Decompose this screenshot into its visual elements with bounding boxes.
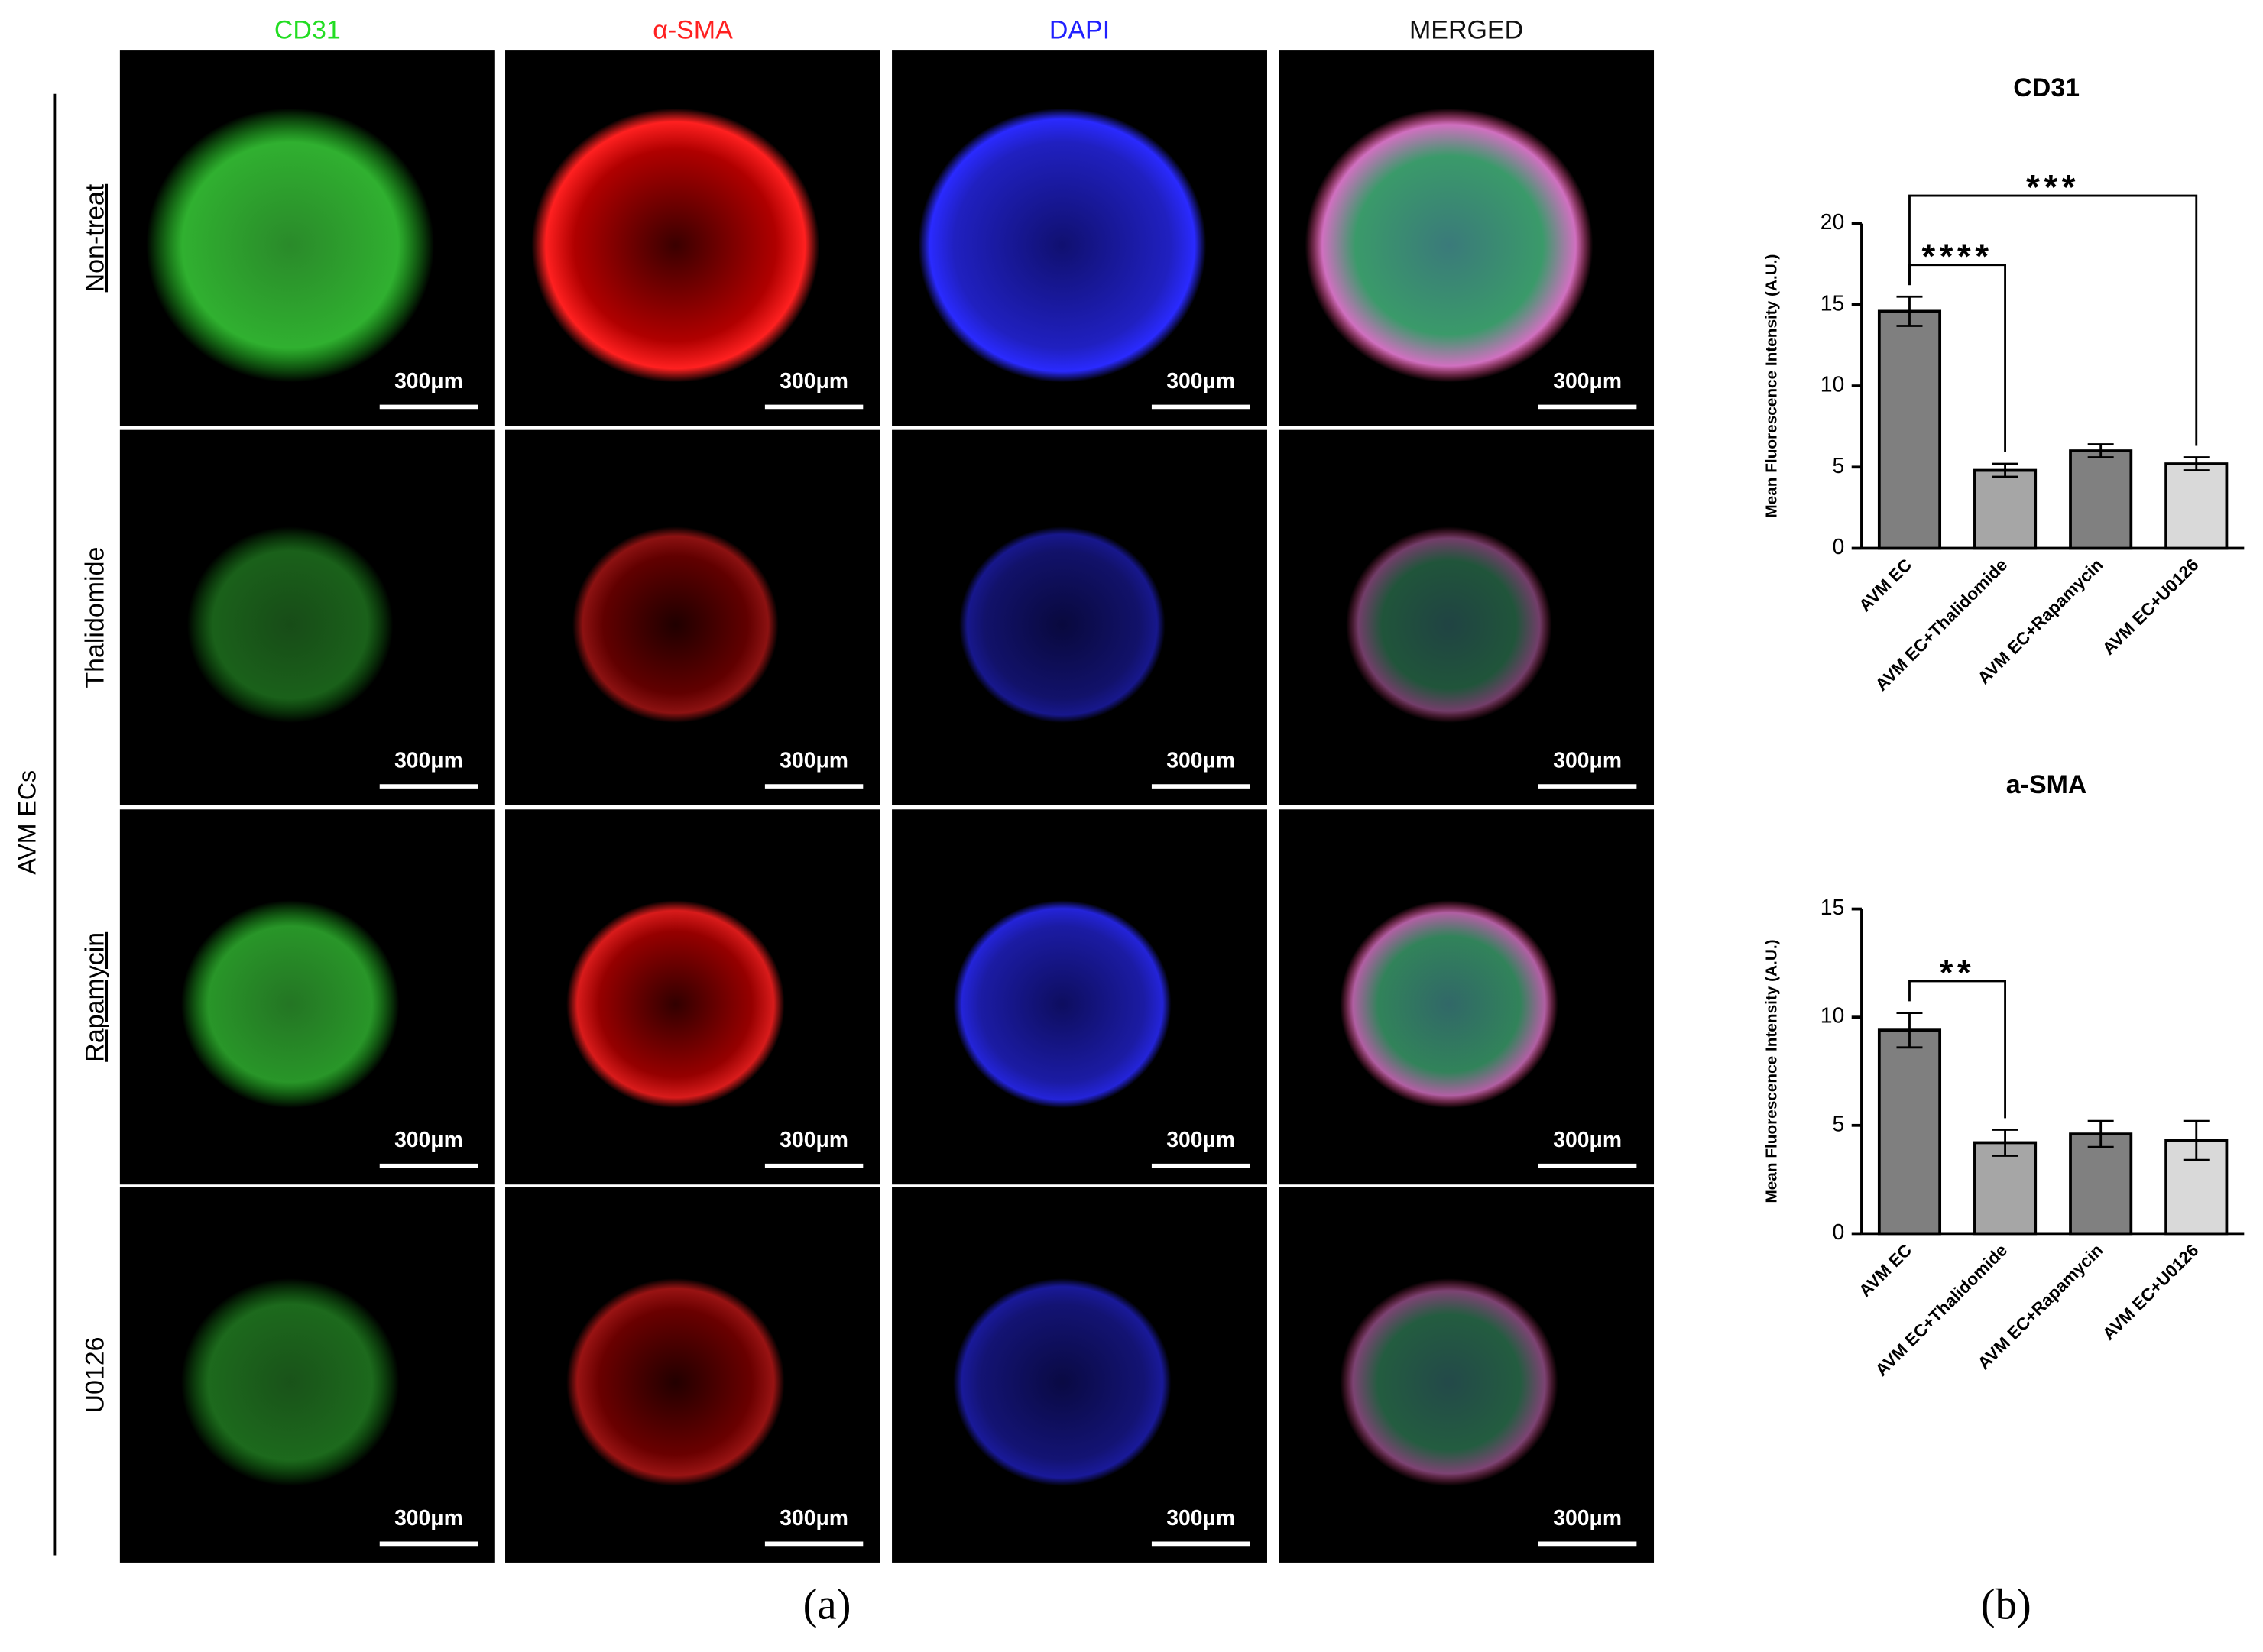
significance-label: **** [1921,237,1992,276]
y-tick-label: 0 [1833,535,1845,559]
y-tick-label: 15 [1820,291,1845,316]
bar [2069,1132,2133,1236]
y-tick-label: 0 [1833,1220,1845,1245]
column-label: MERGED [1409,16,1523,45]
scale-bar-label: 300μm [394,1128,463,1152]
scale-bar-label: 300μm [780,748,848,773]
column-label: DAPI [1049,16,1110,45]
scale-bar-label: 300μm [394,369,463,394]
scale-bar-label: 300μm [780,1506,848,1531]
bar [1973,1141,2038,1236]
row-label: Rapamycin [81,932,110,1062]
error-bar [2087,443,2114,458]
row-label: Non-treat [81,183,110,292]
spheroid [953,900,1172,1109]
y-axis-label: Mean Fluorescence Intensity (A.U.) [1762,254,1780,518]
chart-title: a-SMA [2006,770,2087,799]
error-bar [2183,456,2210,471]
significance-bracket [1908,194,2198,446]
spheroid [146,108,435,383]
y-tick-label: 5 [1833,1112,1845,1136]
spheroid [531,108,820,383]
error-bar [2183,1119,2210,1161]
spheroid [180,1278,400,1486]
bar [2069,449,2133,550]
y-tick-label: 15 [1820,896,1845,920]
scale-bar-label: 300μm [1166,369,1235,394]
spheroid [918,108,1207,383]
scale-bar-label: 300μm [394,748,463,773]
error-bar [1992,462,2018,478]
scale-bar-label: 300μm [1553,1506,1622,1531]
chart-title: CD31 [2013,73,2080,102]
column-label: α-SMA [653,16,733,45]
significance-bracket [1908,980,2007,1119]
spheroid [186,526,394,723]
y-tick-label: 20 [1820,210,1845,235]
x-tick-label: AVM EC [1855,1240,1915,1301]
spheroid [1340,900,1558,1109]
scale-bar-label: 300μm [1553,748,1622,773]
y-tick-label: 5 [1833,454,1845,478]
scale-bar-label: 300μm [1166,748,1235,773]
spheroid [566,1278,785,1486]
bar [1877,309,1942,550]
y-axis-label: Mean Fluorescence Intensity (A.U.) [1762,939,1780,1203]
error-bar [1896,295,1923,327]
scale-bar-label: 300μm [1553,1128,1622,1152]
y-tick-label: 10 [1820,373,1845,397]
x-tick-label: AVM EC [1855,555,1915,615]
y-tick-label: 10 [1820,1004,1845,1028]
spheroid [180,900,400,1109]
row-label: Thalidomide [81,547,110,688]
significance-label: *** [2026,168,2080,207]
spheroid [959,526,1166,723]
bar [1973,468,2038,550]
scale-bar-label: 300μm [780,1128,848,1152]
error-bar [1896,1012,1923,1049]
scale-bar-label: 300μm [780,369,848,394]
spheroid [1346,526,1552,723]
significance-label: ** [1940,953,1976,992]
column-label: CD31 [274,16,341,45]
spheroid [566,900,785,1109]
spheroid [953,1278,1172,1486]
group-label: AVM ECs [13,770,41,875]
scale-bar-label: 300μm [1166,1506,1235,1531]
scale-bar-label: 300μm [1166,1128,1235,1152]
x-tick-label: AVM EC+U0126 [2099,1240,2203,1344]
error-bar [2087,1119,2114,1148]
row-label: U0126 [81,1336,110,1413]
x-tick-label: AVM EC+U0126 [2099,555,2203,659]
spheroid [1340,1278,1558,1486]
spheroid [572,526,779,723]
spheroid [1305,108,1594,383]
error-bar [1992,1129,2018,1157]
bar [1877,1028,1942,1236]
bar [2164,462,2229,550]
panel-caption: (b) [1981,1581,2031,1628]
scale-bar-label: 300μm [394,1506,463,1531]
scale-bar-label: 300μm [1553,369,1622,394]
panel-caption: (a) [803,1581,851,1628]
